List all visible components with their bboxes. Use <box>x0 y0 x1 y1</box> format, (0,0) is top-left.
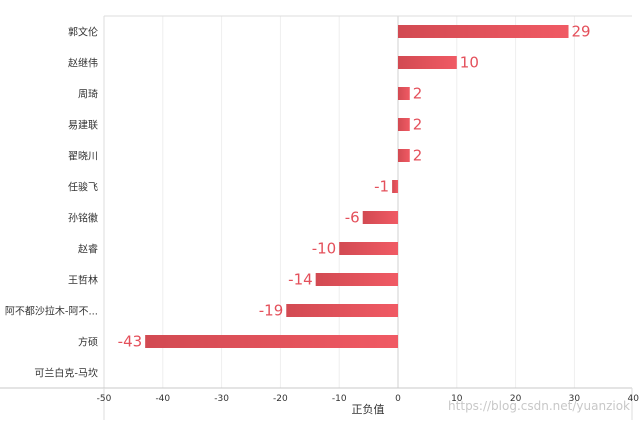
bar <box>398 149 410 162</box>
x-tick-label: -30 <box>214 394 229 404</box>
category-label: 赵睿 <box>78 243 98 256</box>
data-labels: 29 10 2 2 2 -1 -6 -10 -14-19 -43 <box>118 23 591 351</box>
x-tick-label: 30 <box>569 394 581 404</box>
data-label: -14 <box>288 271 313 289</box>
x-axis-title: 正负值 <box>352 402 385 416</box>
bars <box>145 25 569 348</box>
bar <box>398 118 410 131</box>
category-label: 可兰白克-马坎 <box>34 367 98 380</box>
category-label: 方硕 <box>78 336 98 349</box>
x-tick-labels: -50 -40 -30 -20 -10 0 10 20 30 40 <box>97 394 640 404</box>
x-tick-label: 10 <box>451 394 463 404</box>
category-label: 孙铭徽 <box>68 212 98 225</box>
data-label: 10 <box>460 54 479 72</box>
bar <box>286 304 398 317</box>
bar <box>398 56 457 69</box>
data-label: 2 <box>413 147 423 165</box>
category-label: 翟晓川 <box>68 151 98 163</box>
bar <box>315 273 398 286</box>
x-tick-label: -10 <box>332 394 347 404</box>
data-label: -19 <box>259 302 284 320</box>
category-label: 阿不都沙拉木-阿不... <box>5 305 98 318</box>
data-label: 29 <box>572 23 591 41</box>
x-tick-label: -50 <box>97 394 112 404</box>
category-label: 郭文伦 <box>68 26 98 39</box>
x-tick-label: -40 <box>155 394 170 404</box>
x-tick-label: 20 <box>510 394 522 404</box>
category-label: 易建联 <box>68 119 98 132</box>
watermark: https://blog.csdn.net/yuanziok <box>448 399 630 413</box>
bar <box>398 87 410 100</box>
category-label: 周琦 <box>78 89 98 101</box>
grid-lines <box>162 16 575 388</box>
category-label: 赵继伟 <box>68 57 98 70</box>
x-tick-label: 0 <box>395 394 401 404</box>
bar <box>339 242 398 255</box>
data-label: -43 <box>118 333 143 351</box>
bar <box>392 180 398 193</box>
data-label: -6 <box>345 209 360 227</box>
axes <box>0 15 633 420</box>
data-label: 2 <box>413 85 423 103</box>
data-label: -1 <box>374 178 389 196</box>
category-label: 任骏飞 <box>68 181 98 194</box>
x-tick-label: -20 <box>273 394 288 404</box>
x-tick-label: 40 <box>627 394 639 404</box>
data-label: -10 <box>312 240 337 258</box>
bar <box>362 211 398 224</box>
bar <box>145 335 398 348</box>
data-label: 2 <box>413 116 423 134</box>
bar <box>398 25 569 38</box>
category-label: 王哲林 <box>68 274 98 287</box>
